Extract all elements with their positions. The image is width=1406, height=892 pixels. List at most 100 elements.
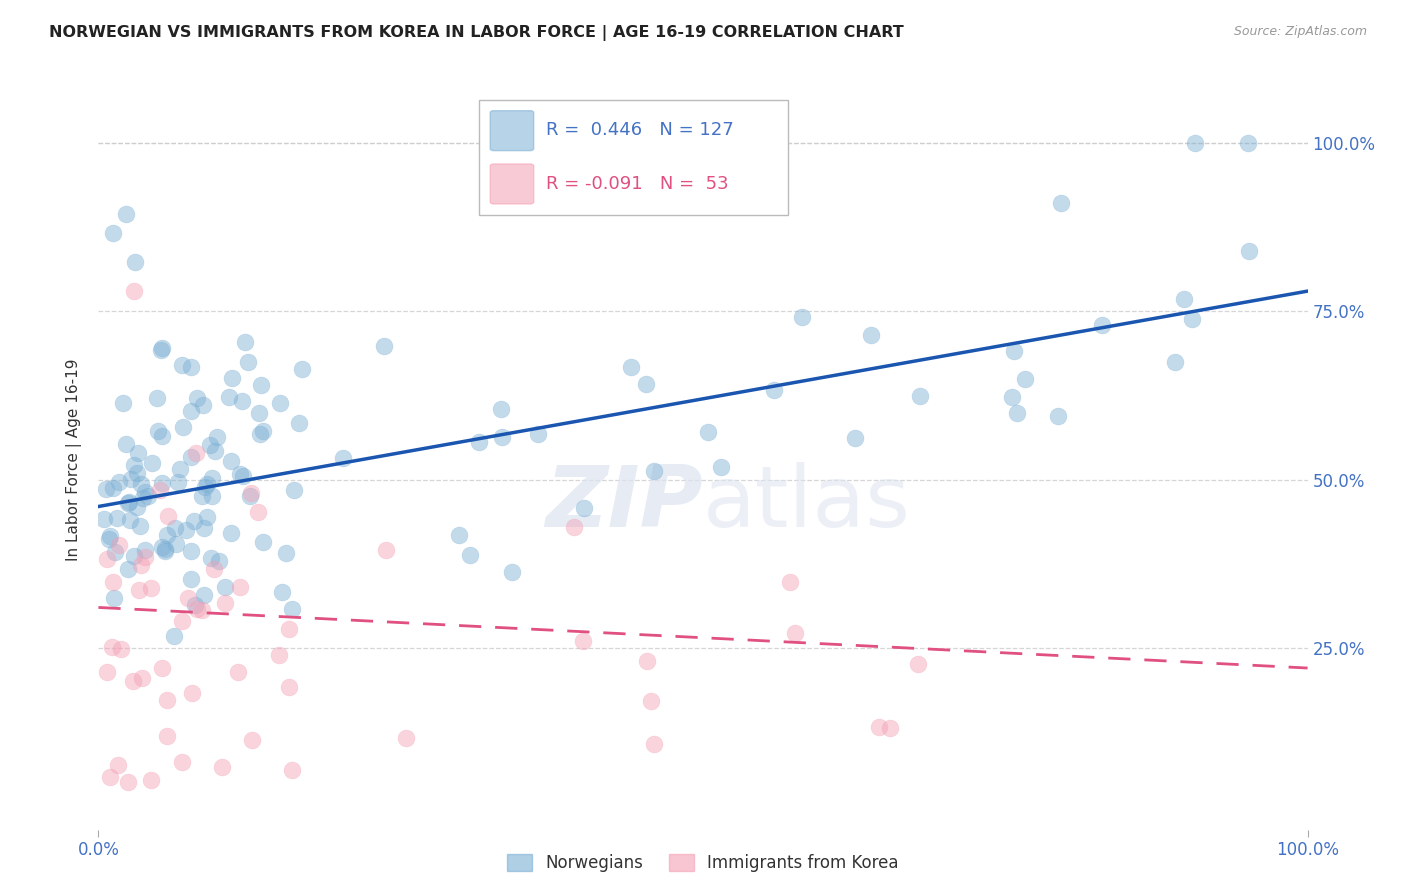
Point — [165, 537, 187, 551]
Point — [165, 521, 187, 535]
Point — [107, 757, 129, 772]
Point — [1005, 406, 1028, 420]
Point — [1014, 372, 1036, 386]
Point — [186, 391, 208, 405]
Point — [174, 523, 197, 537]
Point — [634, 377, 657, 392]
Point — [149, 483, 172, 497]
Point — [115, 207, 138, 221]
Point — [180, 686, 202, 700]
Point — [152, 341, 174, 355]
Point — [1091, 318, 1114, 333]
Point — [276, 546, 298, 560]
Point — [219, 453, 242, 467]
Point — [1163, 355, 1185, 369]
Point — [868, 720, 890, 734]
Point — [202, 562, 225, 576]
Point — [98, 529, 121, 543]
Point — [156, 527, 179, 541]
Point — [229, 580, 252, 594]
Point — [1047, 409, 1070, 424]
Point — [278, 622, 301, 636]
Point — [172, 614, 194, 628]
Point — [100, 640, 122, 654]
Point — [643, 464, 665, 478]
Point — [238, 354, 260, 368]
Point — [252, 424, 274, 438]
Point — [269, 396, 291, 410]
Point — [134, 550, 156, 565]
Point — [860, 327, 883, 342]
Point — [332, 450, 354, 465]
Point — [145, 392, 167, 406]
Point — [129, 519, 152, 533]
FancyBboxPatch shape — [491, 111, 534, 151]
Point — [117, 495, 139, 509]
Point — [1001, 390, 1024, 404]
Point — [247, 405, 270, 419]
Point — [200, 551, 222, 566]
Point — [844, 431, 866, 445]
Point — [250, 378, 273, 392]
Point — [447, 528, 470, 542]
Point — [101, 481, 124, 495]
Point — [105, 510, 128, 524]
Point — [240, 733, 263, 747]
FancyBboxPatch shape — [491, 164, 534, 204]
Point — [172, 420, 194, 434]
Point — [146, 425, 169, 439]
Point — [240, 485, 263, 500]
Point — [221, 371, 243, 385]
Point — [156, 693, 179, 707]
Point — [228, 665, 250, 679]
Point — [103, 226, 125, 240]
Point — [131, 671, 153, 685]
Point — [170, 756, 193, 770]
Point — [527, 427, 550, 442]
Point — [228, 467, 250, 481]
Point — [281, 602, 304, 616]
Point — [98, 532, 121, 546]
Point — [191, 603, 214, 617]
Point — [136, 489, 159, 503]
Point — [180, 359, 202, 374]
Point — [104, 545, 127, 559]
Point — [127, 446, 149, 460]
Point — [281, 763, 304, 777]
Point — [96, 665, 118, 679]
Point — [153, 544, 176, 558]
Text: atlas: atlas — [703, 462, 911, 545]
Point — [139, 581, 162, 595]
Point — [163, 629, 186, 643]
Point — [211, 759, 233, 773]
Point — [103, 591, 125, 606]
Point — [193, 521, 215, 535]
Point — [232, 469, 254, 483]
Text: Source: ZipAtlas.com: Source: ZipAtlas.com — [1233, 25, 1367, 38]
Point — [269, 648, 291, 662]
Point — [790, 310, 813, 324]
Point — [118, 513, 141, 527]
Point — [879, 721, 901, 735]
Point — [239, 489, 262, 503]
Point — [150, 475, 173, 490]
Point — [195, 510, 218, 524]
Point — [117, 562, 139, 576]
Point — [120, 472, 142, 486]
Point — [287, 416, 309, 430]
Point — [1049, 195, 1071, 210]
Point — [134, 484, 156, 499]
Text: NORWEGIAN VS IMMIGRANTS FROM KOREA IN LABOR FORCE | AGE 16-19 CORRELATION CHART: NORWEGIAN VS IMMIGRANTS FROM KOREA IN LA… — [49, 25, 904, 41]
Point — [636, 654, 658, 668]
Point — [180, 543, 202, 558]
Point — [214, 596, 236, 610]
Point — [218, 390, 240, 404]
Point — [129, 477, 152, 491]
Point — [110, 642, 132, 657]
Point — [214, 580, 236, 594]
Point — [117, 495, 139, 509]
Point — [98, 770, 121, 784]
Y-axis label: In Labor Force | Age 16-19: In Labor Force | Age 16-19 — [66, 358, 82, 561]
Point — [139, 772, 162, 787]
Point — [219, 526, 242, 541]
